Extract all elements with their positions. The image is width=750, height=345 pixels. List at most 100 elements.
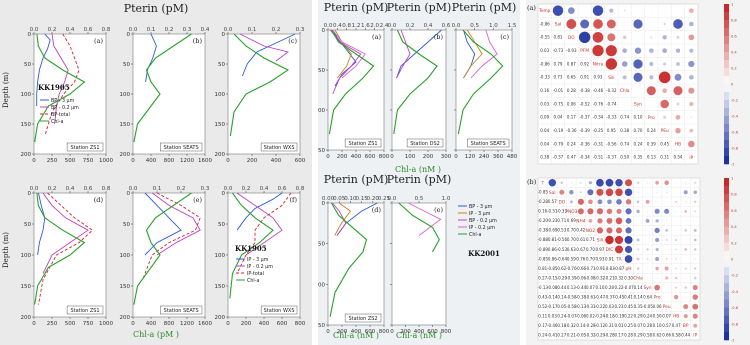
bottom-tick-label: 1000 <box>99 158 113 164</box>
correlation-value: -0.38 <box>538 228 549 233</box>
correlation-value: 0.24 <box>538 333 547 338</box>
correlation-circle <box>634 47 642 54</box>
depth-tick-label: 150 <box>21 122 32 128</box>
top-tick-label: 0.8 <box>102 27 111 33</box>
correlation-value: 0.35 <box>634 155 643 160</box>
panel-letter: (d) <box>372 206 382 214</box>
colorbar-cell <box>724 307 729 316</box>
colorbar-label: 0.4 <box>731 51 737 55</box>
colorbar-cell <box>724 242 729 252</box>
correlation-circle <box>606 227 613 234</box>
correlation-circle <box>588 199 593 205</box>
correlation-value: 0.28 <box>567 88 576 93</box>
correlation-value: -0.25 <box>593 128 604 133</box>
depth-tick-label: 0 <box>322 28 326 34</box>
bottom-tick-label: 0 <box>326 154 330 160</box>
depth-tick-label: 150 <box>215 122 226 128</box>
station-label: Station ZS1 <box>70 145 99 151</box>
bottom-tick-label: 0 <box>131 158 135 164</box>
correlation-circle <box>633 19 643 29</box>
correlation-value: 0.91 <box>605 256 614 261</box>
correlation-circle <box>567 7 575 15</box>
bottom-tick-label: 600 <box>295 158 306 164</box>
top-tick-label: 0.4 <box>424 23 433 29</box>
correlation-value: 0.81 <box>538 266 547 271</box>
correlation-value: -0.32 <box>585 333 596 338</box>
colorbar-cell <box>724 92 729 101</box>
series-line-1 <box>396 29 411 79</box>
correlation-circle <box>650 103 652 105</box>
correlation-value: 0.45 <box>660 141 669 146</box>
correlation-value: 0.02 <box>586 313 595 318</box>
correlation-circle <box>676 102 680 106</box>
correlation-circle <box>663 62 667 66</box>
top-tick-label: 0.0 <box>388 23 397 29</box>
correlation-value: 0.22 <box>624 313 633 318</box>
series-line-2 <box>332 202 347 236</box>
panel-letter: (b) <box>434 33 444 41</box>
panel-frame <box>227 192 301 318</box>
correlation-value: -0.29 <box>557 275 568 280</box>
bottom-tick-label: 0 <box>226 321 230 327</box>
correlation-circle <box>655 237 660 243</box>
correlation-circle <box>646 239 649 241</box>
correlation-value: -0.31 <box>585 304 596 309</box>
correlation-value: -0.28 <box>585 323 596 328</box>
correlation-circle <box>569 200 573 204</box>
correlation-circle <box>684 209 688 213</box>
correlation-value: 0.44 <box>557 285 566 290</box>
series-line-2 <box>236 192 292 274</box>
correlation-circle <box>683 314 688 319</box>
colorbar-label: -0.2 <box>731 99 738 103</box>
correlation-value: -0.71 <box>585 266 596 271</box>
correlation-value: 0.87 <box>567 61 576 66</box>
colorbar-cell <box>724 44 729 53</box>
variable-label: PNO3 <box>565 209 577 215</box>
correlation-circle <box>646 267 649 270</box>
pterin-axis-title: Pterin (pM) <box>387 1 452 14</box>
variable-label: TA <box>615 257 621 263</box>
series-line-2 <box>470 29 498 79</box>
correlation-value: -0.29 <box>595 333 606 338</box>
correlation-value: -0.37 <box>579 115 590 120</box>
correlation-circle <box>633 59 643 69</box>
correlation-value: -0.07 <box>566 313 577 318</box>
colorbar-cell <box>724 84 729 93</box>
colorbar-cell <box>724 156 729 165</box>
correlation-circle <box>694 267 697 270</box>
series-line-1 <box>334 202 352 236</box>
correlation-value: -0.36 <box>579 141 590 146</box>
top-tick-label: 0.0 <box>452 23 461 29</box>
top-tick-label: 0.0 <box>224 27 233 33</box>
colorbar-label: -0.8 <box>731 322 739 326</box>
correlation-value: 0.81 <box>548 237 557 242</box>
correlation-value: -0.13 <box>576 304 587 309</box>
depth-tick-label: 150 <box>318 323 325 329</box>
correlation-circle <box>646 191 649 193</box>
bottom-tick-label: 0 <box>32 158 36 164</box>
correlation-value: 0.39 <box>647 141 656 146</box>
correlation-circle <box>693 238 697 242</box>
cruise-label: KK1905 <box>38 83 70 92</box>
variable-label: Sal <box>555 22 562 28</box>
correlation-circle <box>649 75 654 80</box>
correlation-circle <box>655 257 660 261</box>
correlation-value: -0.91 <box>595 266 606 271</box>
series-line-0 <box>145 33 157 83</box>
correlation-value: 0.05 <box>557 304 566 309</box>
top-tick-label: 0.15 <box>355 196 368 202</box>
correlation-circle <box>577 208 584 215</box>
correlation-value: 0.25 <box>624 323 633 328</box>
correlation-value: -0.51 <box>547 209 558 214</box>
top-tick-label: 0.0 <box>324 23 333 29</box>
correlation-circle <box>692 303 699 310</box>
correlation-circle <box>665 229 669 232</box>
correlation-circle <box>646 229 649 232</box>
correlation-circle <box>673 294 679 300</box>
series-line-2 <box>229 33 290 137</box>
correlation-circle <box>649 61 654 67</box>
correlation-circle <box>592 45 604 57</box>
correlation-value: -0.83 <box>604 266 615 271</box>
correlation-value: 0.07 <box>662 313 671 318</box>
correlation-circle <box>615 188 623 197</box>
